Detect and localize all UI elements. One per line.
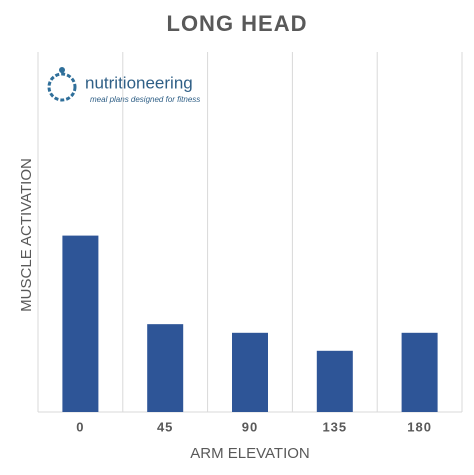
bar — [232, 332, 268, 412]
chart-title: LONG HEAD — [167, 11, 308, 36]
x-tick-label: 0 — [76, 419, 84, 434]
bar — [401, 332, 438, 412]
logo-name: nutritioneering — [85, 73, 193, 92]
logo-icon-stem — [59, 67, 65, 73]
logo: nutritioneering meal plans designed for … — [47, 67, 200, 104]
bar — [62, 235, 99, 412]
x-tick-label: 45 — [157, 419, 173, 434]
logo-tagline: meal plans designed for fitness — [90, 95, 200, 104]
x-axis-label: ARM ELEVATION — [190, 445, 309, 462]
x-tick-label: 135 — [322, 419, 347, 434]
x-tick-label: 90 — [242, 419, 258, 434]
bar — [316, 350, 353, 412]
bar — [147, 324, 184, 412]
logo-icon — [47, 72, 77, 102]
y-axis-label: MUSCLE ACTIVATION — [18, 158, 35, 312]
x-tick-label: 180 — [407, 419, 432, 434]
